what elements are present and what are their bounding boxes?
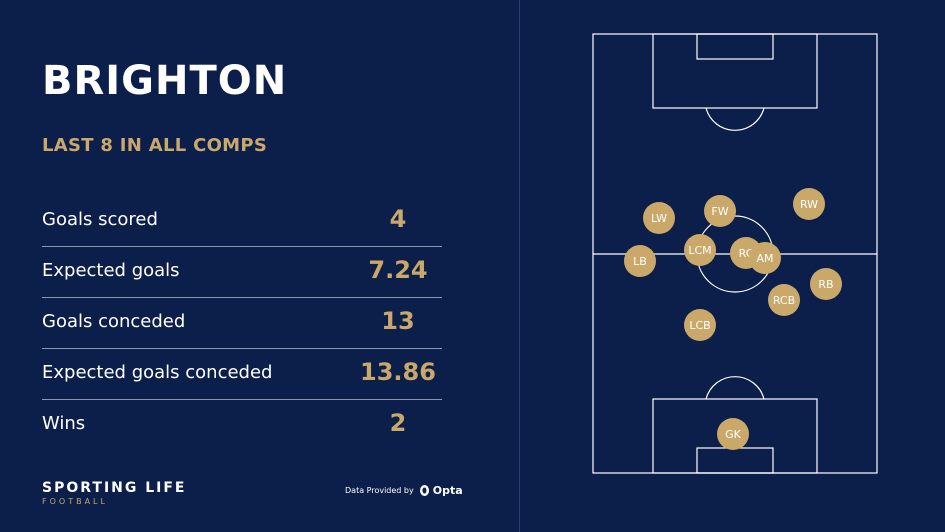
stat-label: Goals conceded [42,311,186,332]
brand-name: SPORTING LIFE [42,480,187,496]
player-label: RB [818,278,833,291]
stat-row-goals-conceded: Goals conceded 13 [42,298,442,349]
player-rb: RB [810,268,842,300]
stat-row-wins: Wins 2 [42,400,442,450]
player-label: GK [725,428,742,441]
brand-sub: FOOTBALL [42,497,108,506]
player-lw: LW [643,202,675,234]
player-label: RW [800,198,818,211]
opta-logo-text: Opta [432,484,463,497]
top-penalty-box [652,33,818,109]
stat-value: 2 [389,409,407,437]
team-title: BRIGHTON [42,58,288,104]
player-label: FW [711,205,728,218]
player-label: AM [756,252,773,265]
stat-value: 4 [389,205,407,233]
brand-logo: SPORTING LIFE FOOTBALL [42,480,187,506]
player-lb: LB [624,245,656,277]
player-label: LCB [689,319,710,332]
bottom-six-yard-box [696,447,774,474]
stat-row-expected-goals-conceded: Expected goals conceded 13.86 [42,349,442,400]
top-six-yard-box [696,33,774,60]
stat-label: Expected goals conceded [42,362,273,383]
player-label: LW [651,212,667,225]
stat-label: Expected goals [42,260,180,281]
opta-logo-icon [419,485,429,496]
top-penalty-arc [705,107,765,131]
stats-table: Goals scored 4 Expected goals 7.24 Goals… [42,196,442,450]
player-am: AM [749,242,781,274]
provider-text: Data Provided by [345,486,414,495]
pitch-panel: LW FW RW LB LCM RC AM RB [520,0,945,532]
player-label: RCB [773,294,795,307]
stat-row-expected-goals: Expected goals 7.24 [42,247,442,298]
stat-value: 13 [381,307,415,335]
player-lcb: LCB [684,309,716,341]
panel-divider [519,0,520,532]
bottom-penalty-arc [705,376,765,400]
stat-value: 7.24 [368,256,428,284]
stats-panel: BRIGHTON LAST 8 IN ALL COMPS Goals score… [42,58,463,506]
stat-label: Goals scored [42,209,158,230]
pitch: LW FW RW LB LCM RC AM RB [592,33,878,474]
player-fw: FW [704,195,736,227]
subtitle: LAST 8 IN ALL COMPS [42,135,268,156]
player-label: LCM [688,244,711,257]
player-lcm: LCM [684,234,716,266]
data-provider: Data Provided by Opta [345,484,463,497]
stat-row-goals-scored: Goals scored 4 [42,196,442,247]
player-rcb: RCB [768,284,800,316]
opta-logo: Opta [419,484,463,497]
player-gk: GK [717,418,749,450]
stat-label: Wins [42,413,86,434]
player-label: LB [633,255,647,268]
player-rw: RW [793,188,825,220]
stat-value: 13.86 [360,358,436,386]
